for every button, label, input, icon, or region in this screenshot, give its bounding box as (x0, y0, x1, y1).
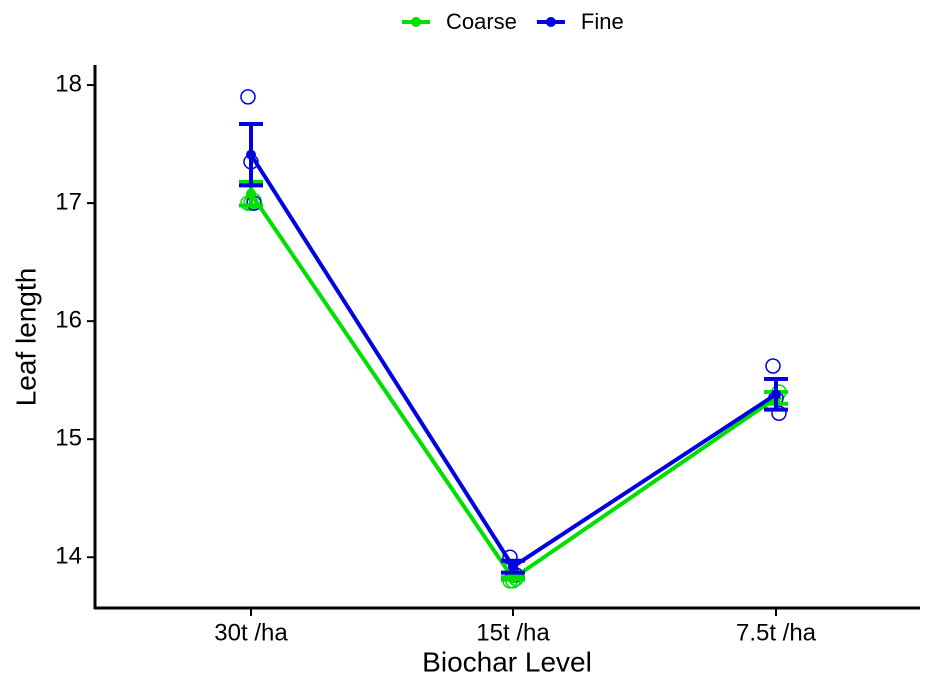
mean-point (246, 149, 256, 160)
mean-point (508, 573, 518, 584)
legend-label: Coarse (446, 9, 517, 34)
x-axis-title: Biochar Level (422, 646, 592, 677)
y-axis-title: Leaf length (10, 268, 41, 407)
x-tick-label: 15t /ha (476, 619, 550, 646)
y-tick-label: 16 (55, 306, 82, 333)
legend: Coarse Fine (402, 9, 624, 34)
y-tick-label: 17 (55, 188, 82, 215)
observation-point (765, 358, 781, 374)
legend-swatch-dot (411, 17, 421, 27)
y-tick-label: 18 (55, 70, 82, 97)
observation-point (771, 405, 787, 421)
mean-point (246, 188, 256, 199)
legend-swatch-dot (545, 17, 556, 27)
x-tick-label: 30t /ha (214, 619, 288, 646)
y-tick-label: 14 (55, 543, 82, 570)
series-line (249, 153, 778, 570)
observation-point (240, 89, 256, 105)
series-line (249, 192, 778, 582)
mean-point (508, 561, 518, 572)
x-tick-label: 7.5t /ha (736, 619, 817, 646)
legend-label: Fine (581, 9, 624, 34)
y-tick-label: 15 (55, 425, 82, 452)
mean-point (771, 389, 781, 400)
